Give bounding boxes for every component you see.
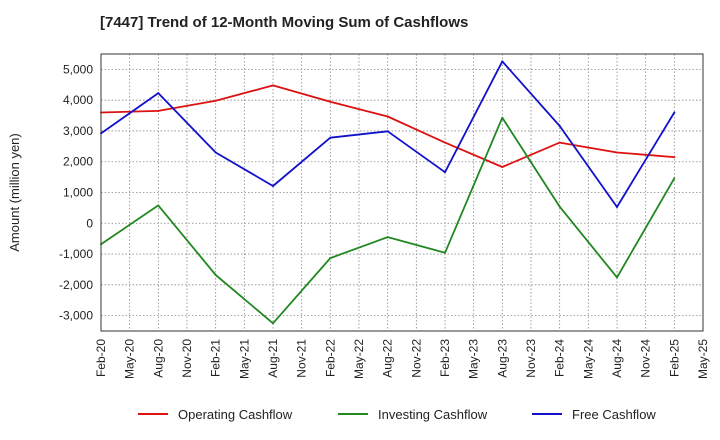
series-lines	[100, 60, 676, 325]
x-tick-label: Aug-20	[151, 339, 165, 378]
data-point-operating-cashflow	[214, 99, 217, 102]
data-point-free-cashflow	[157, 92, 160, 95]
legend-item-investing-cashflow: Investing Cashflow	[338, 407, 488, 422]
x-tick-label: Feb-21	[209, 339, 223, 377]
data-point-free-cashflow	[386, 130, 389, 133]
x-tick-label: Feb-25	[667, 339, 681, 377]
data-point-investing-cashflow	[501, 116, 504, 119]
y-tick-label: -2,000	[59, 278, 93, 292]
y-tick-label: -3,000	[59, 309, 93, 323]
data-point-investing-cashflow	[214, 273, 217, 276]
x-tick-label: Nov-20	[180, 339, 194, 378]
data-point-operating-cashflow	[501, 165, 504, 168]
data-point-operating-cashflow	[558, 141, 561, 144]
y-axis-title: Amount (million yen)	[7, 133, 22, 252]
data-point-investing-cashflow	[272, 322, 274, 325]
data-point-investing-cashflow	[673, 177, 676, 180]
data-point-free-cashflow	[673, 111, 676, 114]
legend: Operating Cashflow Investing Cashflow Free…	[138, 407, 656, 422]
data-point-free-cashflow	[214, 151, 217, 154]
data-point-free-cashflow	[501, 60, 504, 63]
data-point-operating-cashflow	[444, 141, 446, 144]
y-tick-label: 4,000	[63, 93, 93, 107]
y-tick-label: -1,000	[59, 247, 93, 261]
x-tick-label: Nov-23	[524, 339, 538, 378]
data-point-operating-cashflow	[616, 151, 618, 154]
x-tick-label: Nov-24	[639, 339, 653, 378]
y-tick-label: 0	[86, 216, 93, 230]
x-tick-label: Nov-22	[409, 339, 423, 378]
legend-label: Investing Cashflow	[378, 407, 488, 422]
data-point-operating-cashflow	[329, 100, 332, 103]
x-tick-label: Feb-23	[438, 339, 452, 377]
chart-title: [7447] Trend of 12-Month Moving Sum of C…	[100, 14, 469, 31]
y-tick-label: 2,000	[63, 155, 93, 169]
x-tick-label: Aug-24	[610, 339, 624, 378]
grid-lines	[101, 54, 703, 331]
data-point-investing-cashflow	[444, 251, 446, 254]
data-point-free-cashflow	[444, 171, 446, 174]
x-tick-labels: Feb-20 May-20 Aug-20 Nov-20 Feb-21 May-21 Aug-…	[94, 339, 710, 379]
legend-item-operating-cashflow: Operating Cashflow	[138, 407, 293, 422]
plot-frame	[100, 53, 704, 332]
x-tick-label: May-21	[237, 339, 251, 379]
y-tick-label: 5,000	[63, 62, 93, 76]
legend-label: Operating Cashflow	[178, 407, 293, 422]
data-point-operating-cashflow	[673, 156, 676, 159]
x-tick-label: May-24	[581, 339, 595, 379]
legend-item-free-cashflow: Free Cashflow	[532, 407, 656, 422]
data-point-operating-cashflow	[386, 115, 389, 118]
x-tick-label: May-23	[467, 339, 481, 379]
data-point-operating-cashflow	[272, 84, 274, 87]
data-point-investing-cashflow	[616, 276, 618, 279]
x-tick-label: Aug-23	[495, 339, 509, 378]
data-point-free-cashflow	[329, 136, 332, 139]
x-tick-label: May-20	[123, 339, 137, 379]
series-line-operating-cashflow	[100, 84, 675, 168]
data-point-free-cashflow	[272, 185, 274, 188]
y-tick-label: 1,000	[63, 186, 93, 200]
data-point-free-cashflow	[558, 125, 561, 128]
x-tick-label: Aug-21	[266, 339, 280, 378]
y-tick-label: 3,000	[63, 124, 93, 138]
x-tick-label: Feb-20	[94, 339, 108, 377]
data-point-investing-cashflow	[558, 205, 561, 208]
data-point-investing-cashflow	[329, 257, 332, 260]
data-point-free-cashflow	[616, 205, 618, 208]
x-tick-label: Aug-22	[381, 339, 395, 378]
x-tick-label: Nov-21	[295, 339, 309, 378]
data-point-investing-cashflow	[157, 204, 160, 207]
x-tick-label: May-25	[696, 339, 710, 379]
y-tick-labels: 5,000 4,000 3,000 2,000 1,000 0 -1,000 -2,000 -3…	[59, 62, 93, 322]
data-point-operating-cashflow	[157, 109, 160, 112]
legend-label: Free Cashflow	[572, 407, 656, 422]
x-tick-label: Feb-22	[323, 339, 337, 377]
data-point-investing-cashflow	[386, 236, 389, 239]
x-tick-label: May-22	[352, 339, 366, 379]
x-tick-label: Feb-24	[553, 339, 567, 377]
